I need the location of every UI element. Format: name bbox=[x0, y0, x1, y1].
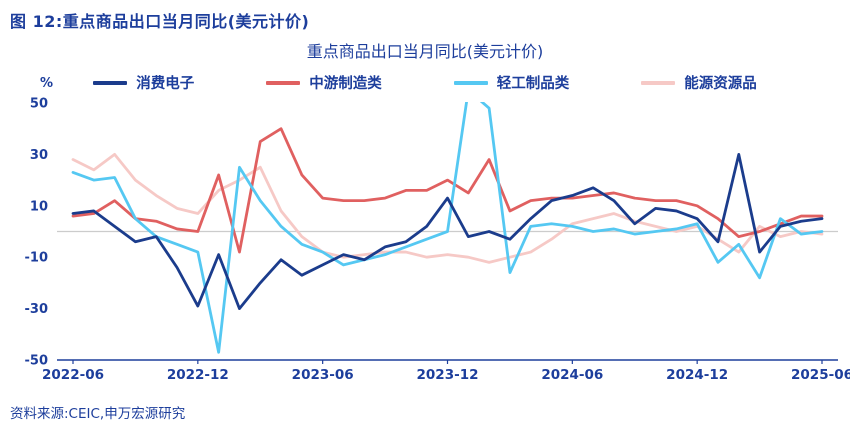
x-tick-label: 2023-12 bbox=[417, 367, 479, 383]
legend-label-light-industry-products: 轻工制品类 bbox=[496, 76, 570, 92]
y-tick-label: 10 bbox=[30, 199, 48, 214]
chart-legend: 消费电子 中游制造类 轻工制品类 能源资源品 bbox=[0, 72, 850, 93]
figure-caption: 图 12:重点商品出口当月同比(美元计价) bbox=[10, 12, 310, 31]
y-tick-label: 50 bbox=[30, 97, 48, 112]
source-note: 资料来源:CEIC,申万宏源研究 bbox=[10, 406, 186, 422]
legend-item-light-industry-products: 轻工制品类 bbox=[453, 72, 570, 93]
y-tick-label: 30 bbox=[30, 148, 48, 163]
legend-label-consumer-electronics: 消费电子 bbox=[136, 76, 195, 92]
legend-swatch-energy-resources bbox=[641, 80, 676, 85]
x-tick-label: 2023-06 bbox=[292, 367, 354, 383]
x-tick-label: 2022-12 bbox=[167, 367, 229, 383]
x-tick-label: 2025-06 bbox=[791, 367, 850, 383]
chart-title: 重点商品出口当月同比(美元计价) bbox=[306, 42, 544, 61]
legend-item-consumer-electronics: 消费电子 bbox=[93, 72, 194, 93]
legend-swatch-light-industry-products bbox=[453, 80, 488, 85]
legend-item-energy-resources: 能源资源品 bbox=[641, 72, 757, 93]
series-line-light-industry-products bbox=[71, 102, 824, 354]
y-tick-label: -50 bbox=[25, 354, 49, 369]
legend-swatch-midstream-manufacturing bbox=[266, 80, 301, 85]
x-tick-label: 2022-06 bbox=[42, 367, 104, 383]
legend-swatch-consumer-electronics bbox=[93, 80, 128, 85]
y-tick-label: -30 bbox=[25, 302, 49, 317]
x-tick-label: 2024-12 bbox=[666, 367, 728, 383]
series-line-midstream-manufacturing bbox=[71, 127, 824, 254]
x-tick-label: 2024-06 bbox=[541, 367, 603, 383]
legend-label-midstream-manufacturing: 中游制造类 bbox=[309, 76, 382, 92]
y-tick-label: -10 bbox=[25, 251, 49, 266]
series-line-consumer-electronics bbox=[71, 153, 824, 311]
legend-label-energy-resources: 能源资源品 bbox=[684, 76, 757, 92]
y-axis-unit-label: % bbox=[40, 76, 54, 91]
legend-item-midstream-manufacturing: 中游制造类 bbox=[266, 72, 382, 93]
